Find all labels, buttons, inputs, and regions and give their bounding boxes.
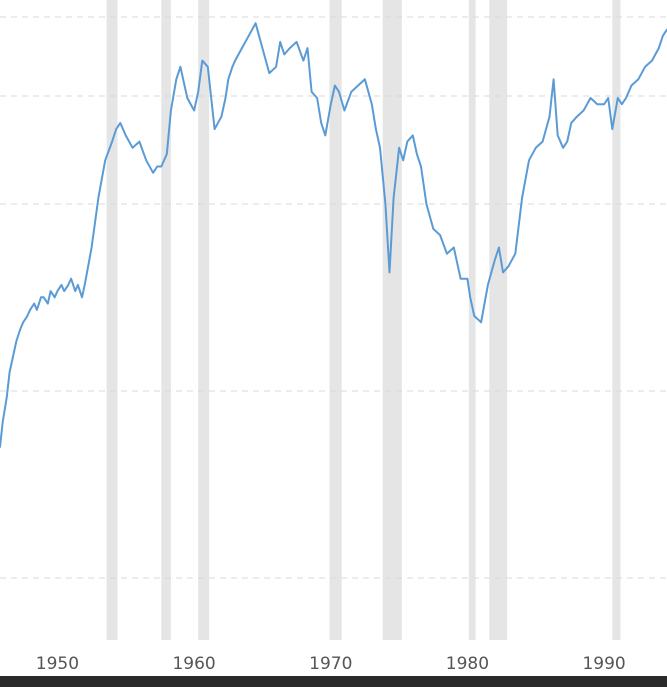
x-tick-label: 1980 [446,654,489,674]
recession-band [106,0,118,640]
recession-band [161,0,171,640]
recession-bands [106,0,621,640]
series-group [0,22,667,448]
x-tick-label: 1970 [309,654,352,674]
recession-band [468,0,476,640]
recession-band [198,0,210,640]
horizontal-gridlines [0,16,667,579]
x-tick-label: 1960 [172,654,215,674]
recession-band [329,0,342,640]
recession-band [489,0,508,640]
series-line [0,22,667,448]
bottom-toolbar-strip [0,676,667,687]
x-tick-label: 1990 [582,654,625,674]
x-tick-label: 1950 [36,654,79,674]
recession-band [612,0,621,640]
x-axis-ticks: 1950 1960 1970 1980 1990 [36,654,626,674]
